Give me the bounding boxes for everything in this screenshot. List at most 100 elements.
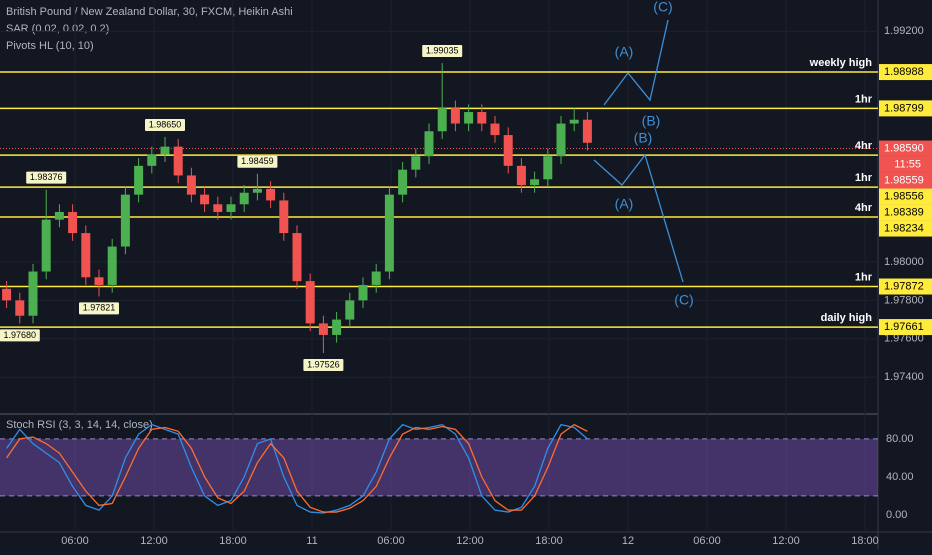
x-tick-label: 06:00 <box>693 535 721 547</box>
candle-body <box>424 131 434 157</box>
y-tick-label: 1.97400 <box>884 371 924 383</box>
candle-body <box>490 123 500 136</box>
price-tag-label: 1.98234 <box>884 222 924 234</box>
candle-body <box>384 194 394 272</box>
y-tick-label: 1.97600 <box>884 333 924 345</box>
candle-body <box>292 233 302 282</box>
price-tag-label: 1.97661 <box>884 321 924 333</box>
wave-label: (C) <box>674 292 693 308</box>
oscillator-title: Stoch RSI (3, 3, 14, 14, close) <box>6 419 153 431</box>
candle-body <box>186 175 196 195</box>
level-name: daily high <box>821 312 873 324</box>
chart-title: British Pound / New Zealand Dollar, 30, … <box>6 6 293 18</box>
candle-body <box>345 300 355 320</box>
wave-lower <box>593 153 684 283</box>
pivot-label: 1.97526 <box>307 359 340 369</box>
price-tag-label: 1.98389 <box>884 206 924 218</box>
candle-body <box>213 204 223 212</box>
x-tick-label: 12:00 <box>456 535 484 547</box>
price-tag <box>879 204 932 221</box>
candle-body <box>464 112 474 124</box>
pivot-box <box>422 45 463 58</box>
y-tick-label: 1.99200 <box>884 25 924 37</box>
level-name: 1hr <box>855 172 873 184</box>
level-name: weekly high <box>809 57 873 69</box>
candle-body <box>398 169 408 195</box>
pivot-label: 1.98650 <box>149 119 182 129</box>
wave-label: (A) <box>615 44 634 60</box>
oscillator-band <box>0 438 878 496</box>
pivot-label: 1.98376 <box>30 172 63 182</box>
price-tag <box>879 64 932 81</box>
price-tag <box>879 319 932 336</box>
price-tag-label: 1.97872 <box>884 280 924 292</box>
candle-body <box>358 284 368 301</box>
price-tag-label: 1.98590 <box>884 142 924 154</box>
price-tag <box>879 172 932 189</box>
wave-upper <box>603 19 669 106</box>
candle-body <box>266 188 276 201</box>
oscillator-tick-label: 80.00 <box>886 433 914 445</box>
oscillator-line <box>6 423 588 513</box>
price-tag-label: 1.98559 <box>884 174 924 186</box>
indicator-label: Pivots HL (10, 10) <box>6 40 94 52</box>
pivot-box <box>79 302 119 315</box>
countdown-tag <box>879 156 932 173</box>
pivot-label: 1.97821 <box>83 303 116 313</box>
wave-label: (A) <box>615 196 634 212</box>
y-tick-label: 1.97800 <box>884 294 924 306</box>
countdown-label: 11:55 <box>894 158 921 170</box>
candle-body <box>173 146 183 176</box>
price-tag <box>879 100 932 117</box>
indicator-label: SAR (0.02, 0.02, 0.2) <box>6 23 109 35</box>
candle-body <box>305 281 315 324</box>
candle-body <box>28 271 38 316</box>
x-tick-label: 06:00 <box>377 535 405 547</box>
candle-body <box>477 112 487 124</box>
price-tag-label: 1.98556 <box>884 190 924 202</box>
wave-drawing <box>593 19 684 283</box>
x-tick-label: 12:00 <box>772 535 800 547</box>
candle-body <box>437 108 447 132</box>
wave-labels: (A) (B) (C) (A) (B) (C) <box>615 0 694 308</box>
candle-body <box>582 119 592 143</box>
candle-body <box>371 271 381 285</box>
pivot-label: 1.99035 <box>426 45 459 55</box>
level-name: 4hr <box>855 140 873 152</box>
candle-body <box>411 156 421 170</box>
price-tag-label: 1.98799 <box>884 102 924 114</box>
level-name: 1hr <box>855 93 873 105</box>
price-tag-label: 1.98988 <box>884 66 924 78</box>
candle-body <box>94 277 104 285</box>
pivot-label: 1.98459 <box>241 156 274 166</box>
candle-body <box>516 165 526 186</box>
candle-body <box>556 123 566 157</box>
oscillator-tick-label: 40.00 <box>886 471 914 483</box>
candle-body <box>530 179 540 186</box>
x-tick-label: 06:00 <box>61 535 89 547</box>
level-name: 1hr <box>855 271 873 283</box>
candle-body <box>41 219 51 272</box>
candle-body <box>239 192 249 205</box>
pivot-box <box>26 171 67 184</box>
wave-label: (B) <box>634 130 653 146</box>
candle-body <box>450 108 460 124</box>
wave-label: (C) <box>653 0 672 15</box>
candle-body <box>2 288 12 301</box>
x-tick-label: 12 <box>622 535 634 547</box>
price-tag <box>879 220 932 237</box>
candle-body <box>279 200 289 234</box>
pivot-label: 1.97680 <box>4 330 37 340</box>
candle-body <box>569 119 579 124</box>
pivot-box <box>0 329 40 342</box>
candle-body <box>252 188 262 193</box>
x-tick-label: 11 <box>306 535 317 547</box>
candle-body <box>54 211 64 220</box>
level-name: 4hr <box>855 202 873 214</box>
price-tag <box>879 188 932 205</box>
candle-body <box>147 154 157 166</box>
candle-body <box>200 194 210 205</box>
candle-body <box>134 165 144 195</box>
pivot-box <box>303 359 344 372</box>
